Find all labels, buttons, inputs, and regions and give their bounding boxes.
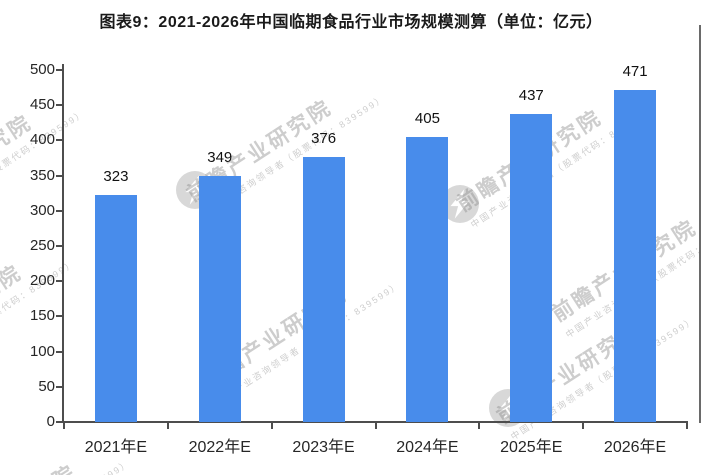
x-tick-mark — [63, 423, 65, 429]
x-tick-mark — [374, 423, 377, 429]
y-tick-mark — [56, 104, 62, 107]
qianzhan-bolt-logo-icon — [441, 185, 479, 228]
y-tick-label: 0 — [46, 413, 55, 430]
bar-value-label: 405 — [414, 109, 440, 127]
bar-2021年E — [94, 194, 137, 422]
x-tick-mark — [582, 423, 585, 429]
bar-value-label: 323 — [103, 167, 129, 185]
y-tick-mark — [56, 315, 62, 318]
bar-2024年E — [406, 136, 449, 422]
y-tick-mark — [56, 280, 62, 283]
plot-right-border — [699, 25, 701, 423]
y-tick-label: 150 — [29, 307, 55, 325]
x-category-label: 2022年E — [188, 439, 251, 456]
y-tick-mark — [56, 350, 62, 353]
bar-2023年E — [302, 157, 345, 422]
watermark-subtext: 中国产业咨询领导者（股票代码：839599） — [0, 456, 133, 475]
bar-2025年E — [510, 114, 553, 422]
bar-value-label: 376 — [311, 130, 337, 148]
x-category-label: 2026年E — [603, 439, 667, 456]
y-tick-mark — [56, 209, 62, 212]
y-axis — [62, 64, 64, 423]
y-tick-label: 500 — [29, 61, 55, 78]
bar-value-label: 437 — [518, 87, 544, 105]
y-tick-label: 450 — [29, 96, 55, 114]
y-tick-label: 50 — [38, 377, 55, 395]
y-tick-mark — [56, 139, 62, 142]
bar-value-label: 471 — [622, 63, 648, 81]
y-tick-mark — [56, 385, 62, 388]
y-tick-label: 200 — [29, 272, 55, 290]
y-tick-label: 350 — [29, 166, 55, 184]
y-tick-mark — [56, 69, 62, 71]
y-tick-mark — [56, 174, 62, 177]
y-tick-mark — [56, 245, 62, 247]
y-tick-label: 250 — [29, 237, 55, 254]
x-tick-mark — [166, 423, 169, 429]
y-tick-label: 100 — [29, 342, 55, 360]
y-tick-mark — [56, 421, 62, 423]
y-tick-label: 300 — [29, 201, 55, 219]
bar-value-label: 349 — [207, 149, 233, 167]
bar-2026年E — [614, 90, 657, 422]
x-category-label: 2023年E — [292, 439, 355, 456]
x-category-label: 2024年E — [396, 439, 459, 456]
x-category-label: 2025年E — [500, 439, 563, 456]
x-tick-mark — [478, 423, 481, 429]
x-tick-mark — [686, 423, 688, 429]
y-tick-label: 400 — [29, 131, 55, 149]
chart-title: 图表9：2021-2026年中国临期食品行业市场规模测算（单位：亿元） — [99, 14, 603, 31]
x-axis — [62, 421, 688, 423]
bar-2022年E — [198, 176, 241, 422]
x-tick-mark — [270, 423, 273, 429]
x-category-label: 2021年E — [84, 439, 148, 456]
